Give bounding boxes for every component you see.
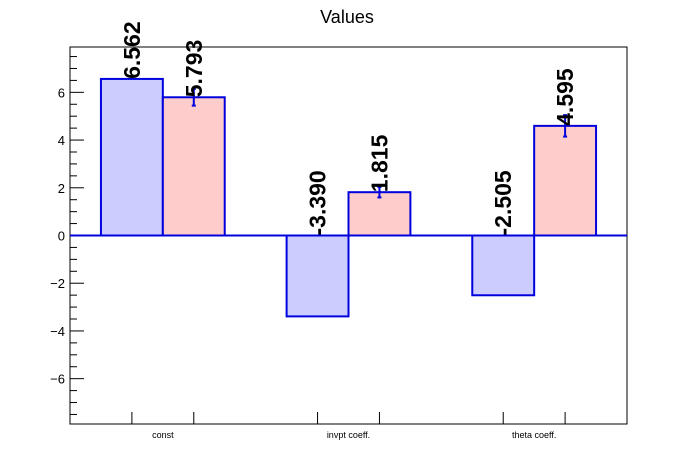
y-tick-label: 2 [58, 181, 65, 196]
y-tick-label: 4 [58, 133, 65, 148]
value-label: 5.793 [181, 40, 207, 98]
y-tick-label: −6 [50, 372, 65, 387]
value-label: 4.595 [552, 68, 578, 126]
x-tick-label: const [152, 430, 174, 440]
x-tick-label: invpt coeff. [327, 430, 370, 440]
bar [471, 234, 536, 297]
chart-title: Values [320, 7, 374, 27]
bar [347, 191, 412, 237]
bars [99, 77, 598, 318]
y-axis: −6 −4 −2 0 2 4 6 [50, 56, 84, 415]
value-label: -3.390 [305, 170, 331, 235]
value-label: 1.815 [366, 134, 392, 192]
bar [99, 77, 164, 237]
y-tick-label: −2 [50, 276, 65, 291]
y-tick-label: 6 [58, 85, 65, 100]
y-tick-label: 0 [58, 229, 65, 244]
x-axis: const invpt coeff. theta coeff. [131, 412, 566, 440]
bar [161, 96, 226, 237]
y-tick-label: −4 [50, 324, 65, 339]
bar [533, 124, 598, 237]
x-tick-label: theta coeff. [512, 430, 556, 440]
bar [285, 234, 350, 318]
value-label: 6.562 [119, 21, 145, 79]
value-label: -2.505 [490, 170, 516, 235]
value-labels: 6.562 -3.390 -2.505 5.793 1.815 4.595 [119, 21, 578, 235]
